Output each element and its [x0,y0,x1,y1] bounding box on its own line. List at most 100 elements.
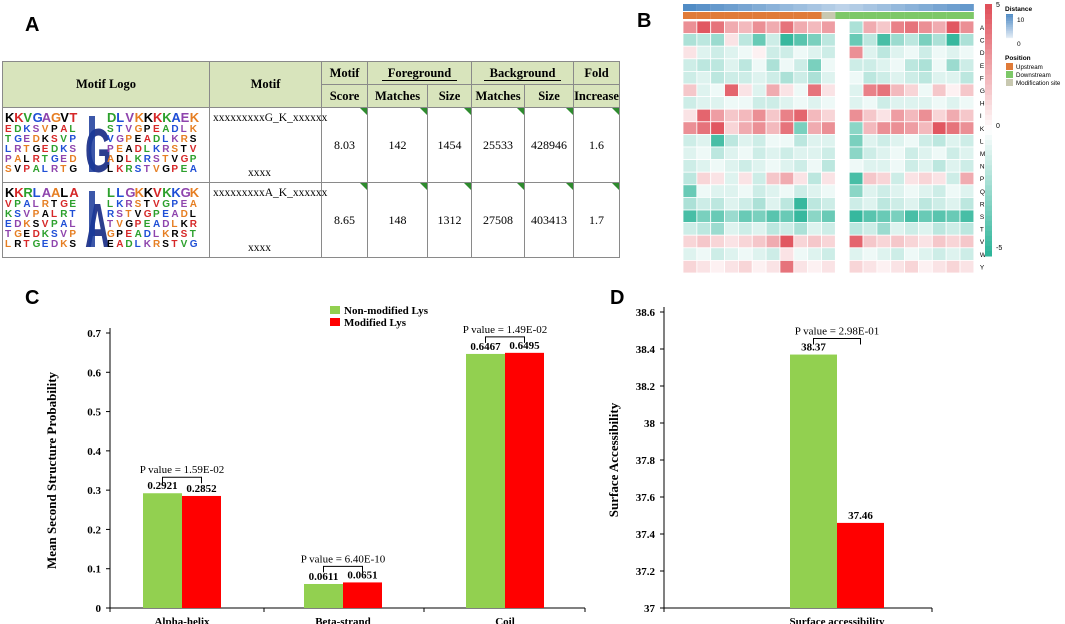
heatmap-cell [683,96,698,110]
x-category-label: Coil [495,616,515,624]
motif-score: 8.65 [321,182,368,258]
heatmap-cell [738,58,753,72]
bar-value-label: 0.2852 [186,483,217,495]
heatmap-cell [821,259,836,274]
colorbar-segment [985,140,992,146]
heatmap-cell [793,247,809,261]
logo-letter: T [116,124,122,135]
logo-letter: E [144,219,151,230]
heatmap-cell [683,259,698,274]
distance-legend-segment [1006,27,1013,29]
colorbar-segment [985,190,992,197]
heatmap-cell [751,108,767,123]
distance-cell [849,4,864,11]
heatmap-cell [724,20,739,35]
logo-letter: K [23,219,31,230]
heatmap-row-label: W [980,252,987,259]
y-tick-label: 37 [644,603,656,615]
distance-cell [946,4,960,11]
heatmap-cell [931,234,947,249]
heatmap-cell [779,33,795,47]
heatmap-cell [876,184,892,198]
y-tick-label: 37.6 [636,492,656,504]
heatmap-cell [918,159,933,173]
logo-letter: K [14,110,24,125]
heatmap-cell [848,33,864,47]
logo-letter: K [171,185,181,200]
colorbar-segment [985,240,992,247]
logo-letter: G [60,199,68,210]
logo-letter: D [135,144,142,155]
distance-cell [683,4,697,11]
heatmap-row-label: N [980,164,985,171]
distance-legend-segment [1006,35,1013,37]
logo-letter: R [125,199,133,210]
heatmap-cell [890,146,906,161]
heatmap-cell [738,247,753,261]
logo-letter: P [5,154,12,165]
y-tick-label: 38.4 [636,344,656,356]
distance-legend-segment [1006,33,1013,35]
logo-letter: L [69,124,75,135]
motif-score-value: 8.03 [334,137,355,152]
heatmap-cell [779,234,795,249]
logo-letter: A [42,185,52,200]
heatmap-cell [890,209,906,224]
heatmap-cell [807,146,822,161]
heatmap-cell [931,45,947,60]
logo-letter: G [51,110,61,125]
heatmap-cell [876,133,892,148]
heatmap-cell [945,184,961,198]
logo-letter: G [107,229,115,240]
distance-legend-segment [1006,29,1013,31]
logo-letter: D [162,219,169,230]
logo-letter: R [42,199,50,210]
bar-value-label: 0.6495 [509,340,540,352]
heatmap-cell [959,108,975,123]
logo-letter: V [23,209,30,220]
fg-matches-value: 142 [388,137,407,152]
heatmap-cell [945,133,961,148]
heatmap-cell [683,20,698,35]
heatmap-cell [779,171,795,186]
heatmap-cell [931,121,947,135]
heatmap-cell [959,58,975,72]
heatmap-cell [710,247,725,261]
heatmap-cell [724,133,739,148]
position-cell [890,12,905,19]
heatmap-cell [751,121,767,135]
heatmap-cell [683,108,698,123]
heatmap-cell [724,108,739,123]
logo-letter: G [135,124,143,135]
colorbar-segment [985,155,992,161]
heatmap-cell [779,159,795,173]
position-cell [946,12,960,19]
heatmap-cell [751,45,767,60]
logo-letter: L [116,110,124,125]
logo-letter: V [181,239,188,250]
colorbar-segment [985,210,992,217]
heatmap-cell [931,259,947,274]
heatmap-cell [765,20,781,35]
distance-legend-segment [1006,15,1013,17]
heatmap-cell [876,159,892,173]
position-cell [849,12,864,19]
motif-line-1: xxxxxxxxxA_K_xxxxxx [213,187,328,199]
heatmap-cell [696,83,712,98]
heatmap-cell [683,33,698,47]
heatmap-cell [724,209,739,224]
logo-letter: K [23,124,31,135]
bar-value-label: 0.0611 [309,571,339,583]
heatmap-cell [738,171,753,186]
heatmap-cell [904,33,919,47]
heatmap-cell [931,222,947,236]
heatmap-cell [779,71,795,85]
logo-letter: K [116,164,124,175]
heatmap-cell [779,133,795,148]
heatmap-cell [834,45,850,60]
heatmap-cell [683,184,698,198]
logo-letter: A [190,164,197,175]
heatmap-cell [765,96,781,110]
logo-letter: A [51,185,61,200]
